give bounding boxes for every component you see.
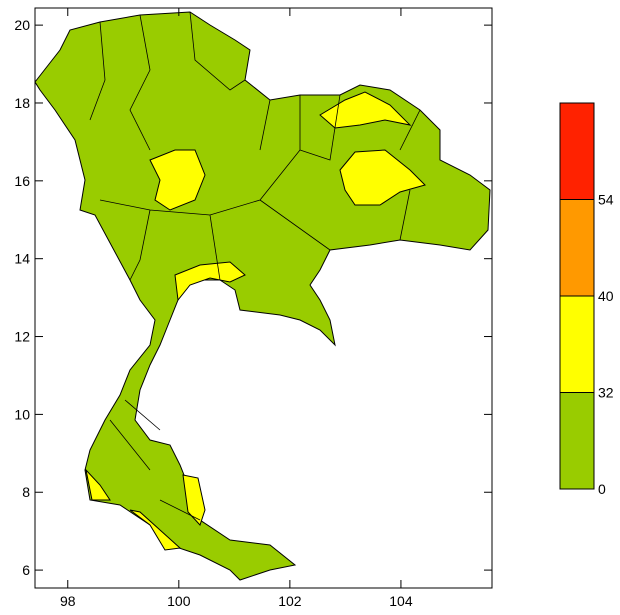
y-tick-label: 12: [14, 329, 30, 345]
x-tick-label: 100: [167, 593, 191, 609]
zone: [182, 474, 206, 526]
zone: [319, 91, 412, 129]
colorbar-label: 32: [598, 385, 614, 401]
colorbar: 0 32 40 54: [559, 102, 614, 497]
frame: [34, 7, 493, 589]
y-tick-label: 10: [14, 406, 30, 422]
zone: [149, 149, 206, 211]
x-tick-label: 104: [389, 593, 413, 609]
zone: [129, 509, 182, 551]
province-lines: [89, 11, 421, 521]
yellow-zones: [85, 91, 426, 551]
y-tick-label: 20: [14, 17, 30, 33]
zone: [174, 261, 246, 302]
y-tick-label: 18: [14, 95, 30, 111]
colorbar-segment: [559, 102, 595, 200]
y-tick-label: 14: [14, 251, 30, 267]
y-tick-label: 16: [14, 173, 30, 189]
colorbar-label: 40: [598, 288, 614, 304]
zone: [85, 468, 111, 501]
zone: [339, 149, 426, 206]
colorbar-label: 0: [598, 481, 606, 497]
y-tick-label: 6: [22, 562, 30, 578]
colorbar-segment: [559, 199, 595, 297]
y-tick-label: 8: [22, 484, 30, 500]
map-area: [34, 7, 493, 589]
border: [89, 11, 421, 521]
x-tick-label: 98: [60, 593, 76, 609]
axes: 98 100 102 104 6 8 10 12 14 16 18 20: [14, 8, 492, 609]
colorbar-label: 54: [598, 192, 614, 208]
colorbar-segment: [559, 392, 595, 490]
x-tick-label: 102: [278, 593, 302, 609]
colorbar-segment: [559, 295, 595, 393]
